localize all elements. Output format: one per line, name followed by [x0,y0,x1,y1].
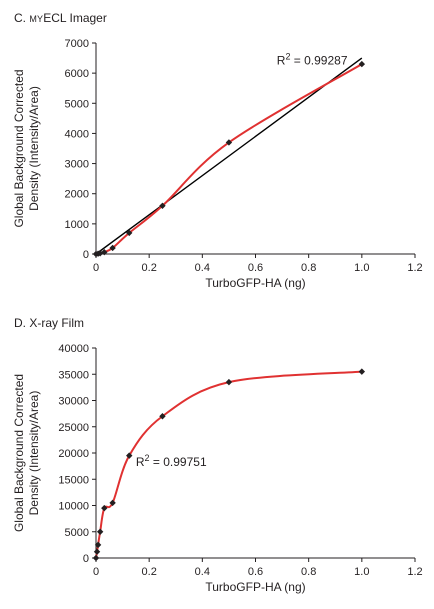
data-point [358,60,366,68]
data-point [225,378,233,386]
y-axis-title-line2: Density (Intensity/Area) [27,86,41,211]
y-tick-label: 3000 [65,159,89,171]
data-point [358,368,366,375]
title-prefix: my [29,14,44,24]
data-point [126,452,133,459]
title-rest: X-ray Film [29,316,85,330]
x-tick-label: 0.8 [301,566,316,578]
data-point [94,541,102,549]
y-axis-title-line1: Global Background Corrected [12,374,26,532]
data-point [96,528,104,535]
x-axis-title: TurboGFP-HA (ng) [205,276,305,290]
title-rest: ECL Imager [43,11,107,25]
chart-panel-c: C. myECL Imager 0 1000 2000 3000 4000 5000 600… [0,0,434,300]
x-tick-label: 0.4 [195,262,210,274]
y-tick-label: 30000 [58,396,89,408]
chart-title: D. X-ray Film [14,316,84,330]
x-tick-label: 0.2 [142,566,157,578]
data-point [101,248,108,256]
series-curve [95,63,363,255]
y-tick-label: 4000 [65,128,89,140]
x-tick-label: 0.6 [248,566,263,578]
chart-title: C. myECL Imager [14,11,107,25]
y-tick-label: 35000 [58,369,89,381]
data-point [109,499,116,507]
y-tick-label: 25000 [58,422,89,434]
x-tick-label: 0.2 [142,262,157,274]
y-tick-label: 20000 [58,448,89,460]
series-curve [95,370,362,559]
y-tick-label: 6000 [65,68,89,80]
data-point [101,504,108,512]
y-tick-label: 0 [83,249,89,261]
r-squared-annotation: R2 = 0.99751 [136,453,207,469]
y-tick-label: 15000 [58,474,89,486]
data-point [109,244,116,252]
x-tick-label: 0 [93,566,99,578]
linear-fit-line [95,57,363,255]
data-point [225,139,233,146]
x-tick-label: 0.4 [195,566,210,578]
y-tick-label: 5000 [65,527,89,539]
r-squared-annotation: R2 = 0.99287 [277,51,348,67]
data-point [93,548,101,555]
chart-svg: 0 1000 2000 3000 4000 5000 6000 7000 0 0.2 0.4 0.6 0… [12,38,423,290]
y-tick-label: 2000 [65,189,89,201]
y-tick-label: 5000 [65,98,89,110]
data-point [159,413,166,420]
x-tick-label: 1.2 [407,262,422,274]
x-tick-label: 1.0 [354,262,369,274]
data-point [92,554,100,562]
y-axis-title-line2: Density (Intensity/Area) [27,391,41,516]
chart-svg: 0 5000 10000 15000 20000 25000 30000 35000 40000… [12,343,423,594]
y-tick-label: 1000 [65,219,89,231]
x-tick-label: 0.6 [248,262,263,274]
x-tick-label: 1.0 [354,566,369,578]
chart-panel-d: D. X-ray Film 0 5000 10000 15000 20000 25000 3… [0,305,434,609]
y-tick-label: 7000 [65,38,89,50]
y-axis-title-line1: Global Background Corrected [12,69,26,227]
y-tick-label: 0 [83,553,89,565]
data-point [126,229,133,237]
y-tick-label: 10000 [58,501,89,513]
panel-letter: C. [14,11,26,25]
data-point [159,202,166,209]
x-tick-label: 0 [93,262,99,274]
x-tick-label: 1.2 [407,566,422,578]
panel-letter: D. [14,316,26,330]
y-tick-label: 40000 [58,343,89,355]
x-tick-label: 0.8 [301,262,316,274]
x-axis-title: TurboGFP-HA (ng) [205,580,305,594]
